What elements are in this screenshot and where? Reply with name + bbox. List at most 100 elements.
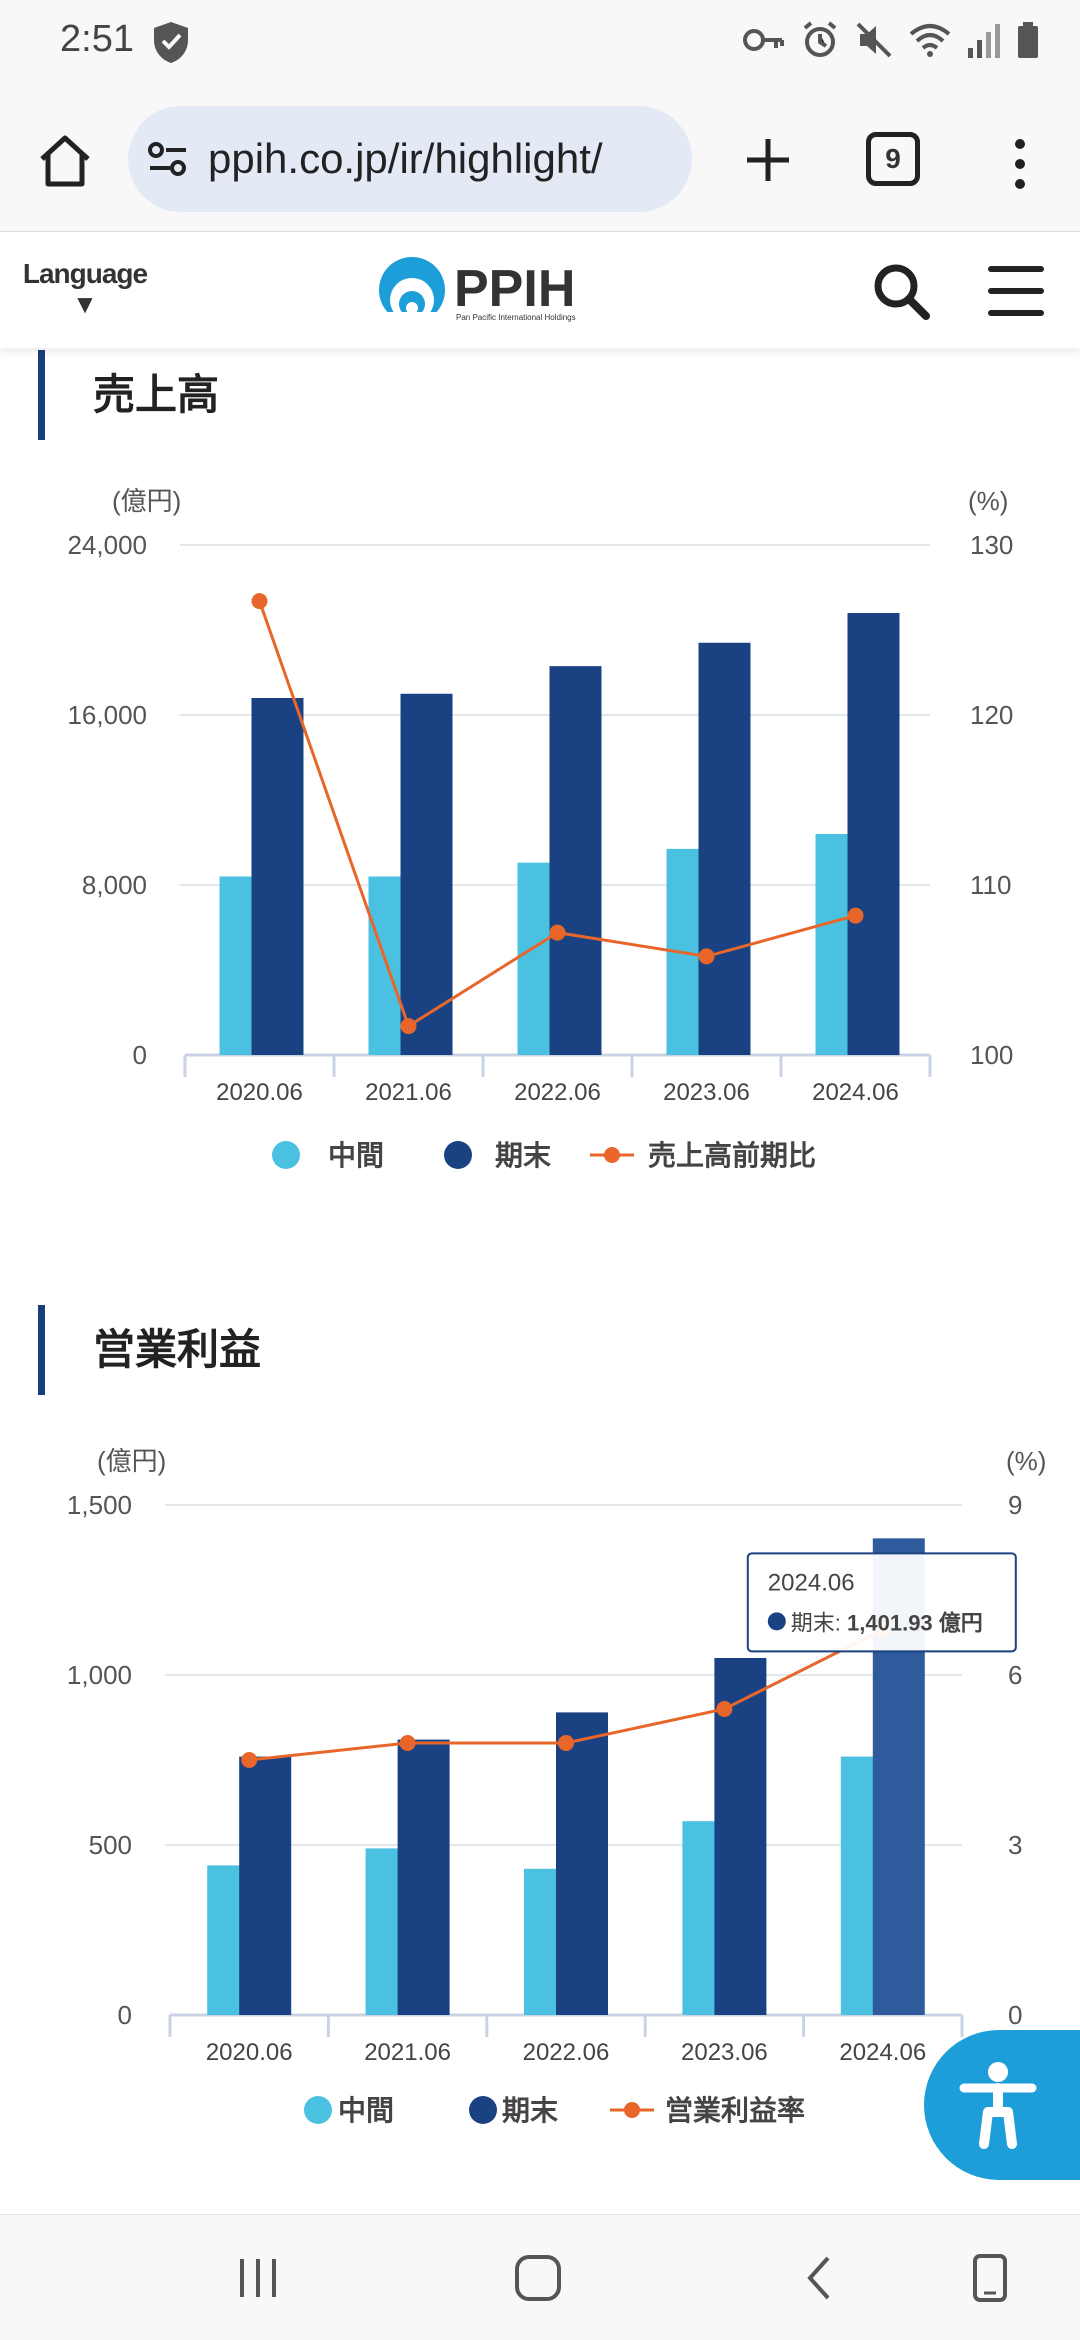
line-point [716,1701,733,1717]
legend-marker-line-dot [624,2102,640,2118]
x-tick-label: 2021.06 [365,1079,452,1106]
site-header: Language ▼ PPIH Pan Pacific Internationa… [0,232,1080,348]
left-tick-label: 1,000 [67,1660,132,1690]
left-axis-unit: (億円) [97,1446,166,1476]
battery-icon [1018,22,1038,58]
chart-tooltip: 2024.06 期末: 1,401.93 億円 [746,1552,1017,1653]
x-tick-label: 2023.06 [681,2039,768,2066]
accessibility-icon [959,2062,1037,2149]
line-point [558,1735,574,1751]
signal-icon [968,24,1000,58]
tooltip-marker [767,1612,786,1631]
rotate-icon [973,2254,1007,2302]
x-tick-label: 2022.06 [523,2039,610,2066]
line-point [847,907,864,924]
bar-final [400,693,453,1055]
tooltip-box [746,1552,1017,1653]
home-button[interactable] [30,126,100,196]
new-tab-icon [747,139,789,181]
tab-switcher-icon[interactable]: 9 [866,132,920,186]
operating-profit-chart: (億円) (%) 1,500 1,000 500 0 9 6 3 0 2020.06 2021.06 2… [67,1446,1047,2126]
bar-final [239,1756,292,2015]
line-point [241,1752,258,1768]
section-title-operating-profit: 営業利益 [38,1305,261,1395]
tooltip-value: 1,401.93 億円 [847,1610,983,1635]
legend-marker-final [469,2096,497,2124]
legend-marker-interim [272,1141,300,1169]
right-tick-label: 110 [970,870,1011,900]
right-axis-unit: (%) [1006,1446,1046,1476]
x-tick-label: 2024.06 [839,2039,926,2066]
bar-final [397,1739,450,2015]
right-tick-label: 130 [970,530,1013,560]
left-tick-label: 8,000 [82,870,147,900]
x-tick-label: 2023.06 [663,1079,750,1106]
tab-count: 9 [885,143,901,174]
page-info-icon[interactable] [146,139,190,179]
ppih-logo[interactable]: PPIH Pan Pacific International Holdings [378,254,608,324]
home-nav-icon [515,2255,561,2301]
line-point [251,593,268,610]
system-nav-bar [0,2214,1080,2340]
new-tab-button[interactable] [728,120,808,200]
bar-final [556,1712,608,2015]
legend-label-line: 売上高前期比 [648,1139,816,1171]
right-tick-label: 0 [1008,2000,1022,2030]
right-tick-label: 100 [970,1040,1013,1070]
home-icon [40,135,90,187]
left-tick-label: 16,000 [67,700,147,730]
x-tick-label: 2024.06 [812,1079,899,1106]
left-axis-unit: (億円) [112,486,181,516]
more-menu-icon[interactable] [1000,124,1040,204]
status-icons [742,20,1040,60]
tooltip-label: 期末: 1,401.93 億円 [791,1610,983,1635]
url-bar[interactable]: ppih.co.jp/ir/highlight/ [128,106,692,212]
legend-label-interim: 中間 [338,2095,394,2126]
right-tick-label: 120 [970,700,1013,730]
left-tick-label: 0 [118,2000,132,2030]
legend-marker-line-dot [604,1147,620,1163]
line-point [400,1018,417,1035]
left-tick-label: 500 [89,1830,132,1860]
bar-final [847,613,900,1055]
home-nav-button[interactable] [498,2243,578,2313]
rotate-button[interactable] [950,2243,1030,2313]
right-axis-unit: (%) [968,486,1008,516]
language-selector[interactable]: Language ▼ [20,258,150,318]
sales-chart: (億円) (%) 24,000 16,000 8,000 0 130 120 110 100 202… [67,486,1013,1171]
left-tick-label: 1,500 [67,1490,132,1520]
x-tick-label: 2020.06 [206,2039,293,2066]
line-point [698,948,715,965]
legend-marker-interim [304,2096,332,2124]
recent-apps-button[interactable] [218,2243,298,2313]
legend-label-final: 期末 [502,2095,558,2126]
line-point [549,924,566,941]
right-tick-label: 6 [1008,1660,1022,1690]
bar-final [251,698,304,1055]
status-bar: 2:51 [0,0,1080,84]
left-tick-label: 0 [133,1040,147,1070]
legend-label-line: 営業利益率 [665,2094,805,2126]
url-text[interactable]: ppih.co.jp/ir/highlight/ [208,135,603,182]
section-title-sales: 売上高 [38,350,219,440]
svg-text:PPIH: PPIH [454,260,575,318]
legend-marker-final [444,1141,472,1169]
recent-apps-icon [240,2259,276,2297]
x-tick-label: 2021.06 [364,2039,451,2066]
legend-label-interim: 中間 [328,1140,384,1171]
right-tick-label: 9 [1008,1490,1022,1520]
back-button[interactable] [780,2243,860,2313]
key-icon [743,29,784,51]
hamburger-menu-icon[interactable] [988,266,1044,316]
accessibility-button[interactable] [924,2030,1080,2180]
status-time: 2:51 [60,18,134,60]
back-icon [807,2256,830,2300]
x-tick-label: 2022.06 [514,1079,601,1106]
search-icon[interactable] [866,256,936,326]
right-tick-label: 3 [1008,1830,1022,1860]
bar-final [714,1658,767,2015]
svg-text:Pan Pacific International Hold: Pan Pacific International Holdings [456,313,576,322]
x-tick-label: 2020.06 [216,1079,303,1106]
legend-label-final: 期末 [495,1140,551,1171]
language-label: Language [22,258,148,289]
